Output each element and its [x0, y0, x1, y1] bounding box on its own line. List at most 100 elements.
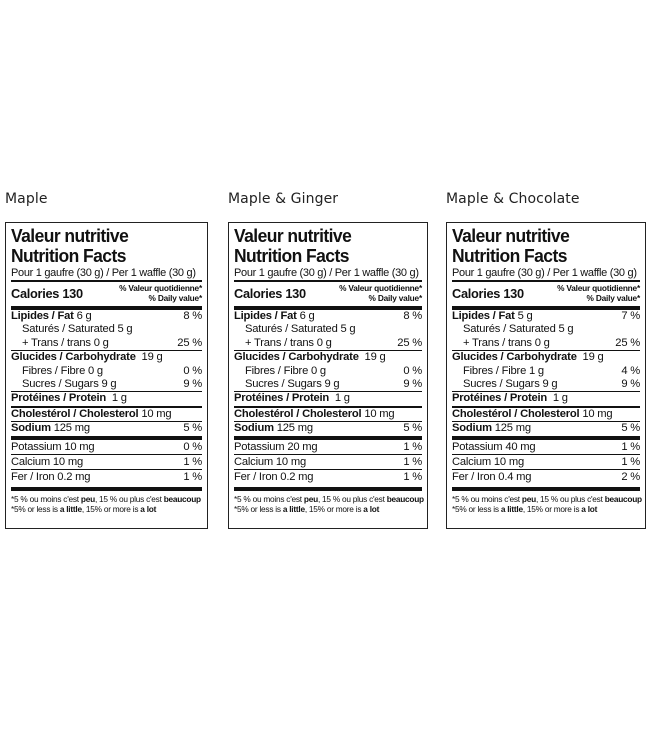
calories-row: Calories 130 % Valeur quotidienne* % Dai… [452, 280, 640, 306]
footnote-text: beaucoup [604, 493, 642, 504]
fat-row: Lipides / Fat 5 g 7 % [452, 310, 640, 323]
daily-value-french: % Valeur quotidienne* [119, 283, 202, 293]
carbohydrate-label: Glucides / Carbohydrate [11, 351, 136, 364]
protein-row: Protéines / Protein 1 g [234, 392, 422, 405]
variant-heading: Maple [5, 191, 48, 207]
fibre-row: Fibres / Fibre 0 g 0 % [234, 365, 422, 378]
divider [11, 350, 202, 352]
trans-label: + Trans / trans 0 g [245, 336, 332, 349]
divider [234, 421, 422, 423]
footnote-text: , 15% or more is [81, 504, 141, 515]
footnote-text: a lot [140, 504, 157, 515]
protein-amount: 1 g [334, 392, 350, 405]
cholesterol-label: Cholestérol / Cholesterol [11, 407, 139, 420]
protein-label: Protéines / Protein [452, 392, 548, 405]
nutrition-facts-panel: Valeur nutritive Nutrition Facts Pour 1 … [446, 222, 646, 529]
nutrition-facts-panel: Valeur nutritive Nutrition Facts Pour 1 … [5, 222, 208, 529]
divider [11, 469, 202, 471]
footnote-english: *5% or less is a little, 15% or more is … [11, 504, 202, 515]
footnote: *5 % ou moins c'est peu, 15 % ou plus c'… [234, 491, 424, 515]
protein-row: Protéines / Protein 1 g [11, 392, 202, 405]
footnote-text: *5% or less is [452, 504, 501, 515]
footnote-english: *5% or less is a little, 15% or more is … [452, 504, 640, 515]
saturated-row: Saturés / Saturated 5 g [452, 323, 640, 336]
protein-amount: 1 g [111, 392, 127, 405]
daily-value-english: % Daily value* [148, 293, 203, 303]
fat-percent: 8 % [403, 310, 422, 322]
potassium-label: Potassium 40 mg [452, 440, 536, 453]
saturated-label: Saturés / Saturated 5 g [245, 323, 356, 336]
fat-amount: 5 g [517, 310, 533, 322]
saturated-row: Saturés / Saturated 5 g [11, 323, 202, 336]
cholesterol-row: Cholestérol / Cholesterol 10 mg [11, 408, 202, 421]
footnote-text: peu [80, 493, 95, 504]
sodium-label: Sodium [452, 422, 492, 435]
iron-row: Fer / Iron 0.2 mg 1 % [234, 470, 422, 486]
sodium-amount: 125 mg [276, 422, 313, 435]
fibre-row: Fibres / Fibre 1 g 4 % [452, 365, 640, 378]
fat-label: Lipides / Fat [11, 310, 74, 322]
fibre-label: Fibres / Fibre 1 g [463, 364, 544, 377]
iron-label: Fer / Iron 0.2 mg [234, 471, 314, 484]
sodium-amount: 125 mg [53, 422, 90, 435]
protein-amount: 1 g [552, 392, 568, 405]
sodium-row: Sodium 125 mg 5 % [11, 422, 202, 435]
divider [452, 435, 640, 440]
footnote-text: peu [521, 493, 536, 504]
potassium-percent: 1 % [621, 440, 640, 453]
saturated-row: Saturés / Saturated 5 g [234, 323, 422, 336]
title-french: Valeur nutritive [234, 225, 352, 246]
divider [11, 391, 202, 393]
sodium-row: Sodium 125 mg 5 % [234, 422, 422, 435]
label-column-maple: Maple Valeur nutritive Nutrition Facts P… [5, 190, 210, 529]
footnote-text: , 15 % ou plus c'est [317, 493, 387, 504]
saturated-trans-percent: 25 % [397, 336, 422, 349]
calories-row: Calories 130 % Valeur quotidienne* % Dai… [234, 280, 422, 306]
daily-value-english: % Daily value* [586, 293, 641, 303]
iron-label: Fer / Iron 0.2 mg [11, 471, 91, 484]
title-english: Nutrition Facts [234, 245, 349, 266]
fibre-label: Fibres / Fibre 0 g [245, 364, 326, 377]
trans-label: + Trans / trans 0 g [22, 336, 109, 349]
divider [452, 454, 640, 456]
daily-value-french: % Valeur quotidienne* [557, 283, 640, 293]
divider [452, 486, 640, 491]
footnote-text: a lot [363, 504, 380, 515]
saturated-trans-percent: 25 % [177, 336, 202, 349]
carbohydrate-amount: 19 g [364, 351, 386, 364]
sodium-percent: 5 % [403, 422, 422, 435]
footnote-text: peu [303, 493, 318, 504]
calcium-percent: 1 % [403, 456, 422, 469]
trans-label: + Trans / trans 0 g [463, 336, 550, 349]
title-french: Valeur nutritive [11, 225, 129, 246]
footnote-text: beaucoup [386, 493, 424, 504]
sodium-percent: 5 % [621, 422, 640, 435]
serving-size: Pour 1 gaufre (30 g) / Per 1 waffle (30 … [11, 267, 196, 279]
cholesterol-label: Cholestérol / Cholesterol [452, 407, 580, 420]
variant-heading: Maple & Chocolate [446, 191, 580, 207]
daily-value-header: % Valeur quotidienne* % Daily value* [339, 283, 422, 303]
divider [11, 306, 202, 310]
divider [452, 469, 640, 471]
calcium-label: Calcium 10 mg [234, 456, 307, 469]
potassium-percent: 0 % [183, 440, 202, 453]
divider [234, 405, 422, 408]
potassium-label: Potassium 10 mg [11, 440, 95, 453]
daily-value-english: % Daily value* [368, 293, 423, 303]
divider [11, 486, 202, 491]
footnote-text: beaucoup [163, 493, 201, 504]
iron-percent: 1 % [403, 471, 422, 484]
fibre-percent: 4 % [621, 364, 640, 377]
calcium-row: Calcium 10 mg 1 % [452, 455, 640, 469]
nutrition-facts-panel: Valeur nutritive Nutrition Facts Pour 1 … [228, 222, 428, 529]
sugars-percent: 9 % [183, 378, 202, 391]
sugars-row: Sucres / Sugars 9 g 9 % [11, 378, 202, 391]
sodium-percent: 5 % [183, 422, 202, 435]
footnote-text: a lot [581, 504, 598, 515]
calories-row: Calories 130 % Valeur quotidienne* % Dai… [11, 280, 202, 306]
footnote-text: , 15% or more is [304, 504, 364, 515]
cholesterol-row: Cholestérol / Cholesterol 10 mg [452, 408, 640, 421]
sugars-row: Sucres / Sugars 9 g 9 % [234, 378, 422, 391]
potassium-row: Potassium 40 mg 1 % [452, 440, 640, 454]
divider [452, 421, 640, 423]
